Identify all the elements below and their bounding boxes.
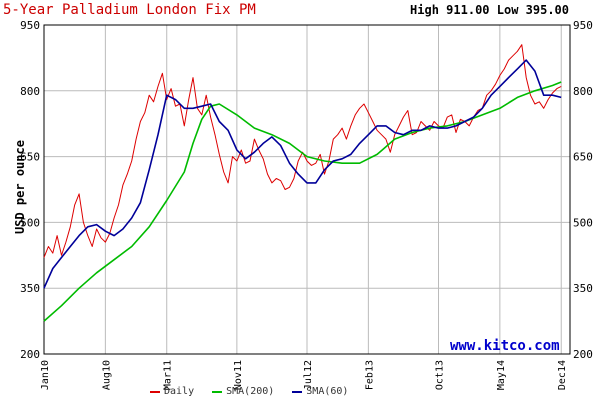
x-axis-labels: Jan10 Aug10 Mar11 Nov11 Jul12 Feb13 Oct13 May14… xyxy=(40,360,568,390)
y-tick-right-650: 650 xyxy=(573,151,593,164)
grid-lines xyxy=(43,24,570,355)
y-tick-left-800: 800 xyxy=(20,85,40,98)
y-tick-left-650: 650 xyxy=(20,151,40,164)
series-line-sma-60 xyxy=(43,59,562,289)
x-tick-Jul12: Jul12 xyxy=(303,360,314,390)
legend-label-sma200: SMA(200) xyxy=(226,386,275,397)
y-axis-left-labels: 200 350 500 650 800 950 xyxy=(20,19,40,361)
legend-label-sma60: SMA(60) xyxy=(306,386,349,397)
y-tick-left-350: 350 xyxy=(20,282,40,295)
x-tick-Dec14: Dec14 xyxy=(557,360,568,390)
y-tick-left-200: 200 xyxy=(20,348,40,361)
legend-item-sma200: SMA(200) xyxy=(212,386,274,397)
y-tick-left-500: 500 xyxy=(20,216,40,229)
x-tick-Jan10: Jan10 xyxy=(40,360,51,390)
legend: Daily SMA(200) SMA(60) xyxy=(150,386,348,397)
y-tick-right-200: 200 xyxy=(573,348,593,361)
series-layer xyxy=(43,44,562,322)
plot-frame xyxy=(43,24,571,355)
y-tick-right-800: 800 xyxy=(573,85,593,98)
legend-item-sma60: SMA(60) xyxy=(292,386,348,397)
chart-title: 5-Year Palladium London Fix PM xyxy=(3,2,256,18)
y-axis-title: USD per ounce xyxy=(13,140,27,234)
series-line-daily xyxy=(43,44,562,258)
y-tick-left-950: 950 xyxy=(20,19,40,32)
legend-swatch-sma60 xyxy=(292,390,303,393)
watermark-link[interactable]: www.kitco.com xyxy=(450,338,560,354)
series-line-sma-200 xyxy=(43,81,562,322)
x-tick-May14: May14 xyxy=(496,360,507,390)
x-tick-Nov11: Nov11 xyxy=(233,360,244,390)
high-low-readout: High 911.00 Low 395.00 xyxy=(410,3,569,17)
x-tick-Mar11: Mar11 xyxy=(163,360,174,390)
x-tick-Feb13: Feb13 xyxy=(364,360,375,390)
x-tick-Oct13: Oct13 xyxy=(435,360,446,390)
y-axis-right-labels: 200 350 500 650 800 950 xyxy=(573,19,593,361)
legend-label-daily: Daily xyxy=(164,386,195,397)
x-tick-Aug10: Aug10 xyxy=(101,360,112,390)
legend-swatch-daily xyxy=(150,390,160,393)
y-tick-right-500: 500 xyxy=(573,216,593,229)
y-tick-right-350: 350 xyxy=(573,282,593,295)
y-tick-right-950: 950 xyxy=(573,19,593,32)
legend-swatch-sma200 xyxy=(212,390,223,393)
legend-item-daily: Daily xyxy=(150,386,194,397)
